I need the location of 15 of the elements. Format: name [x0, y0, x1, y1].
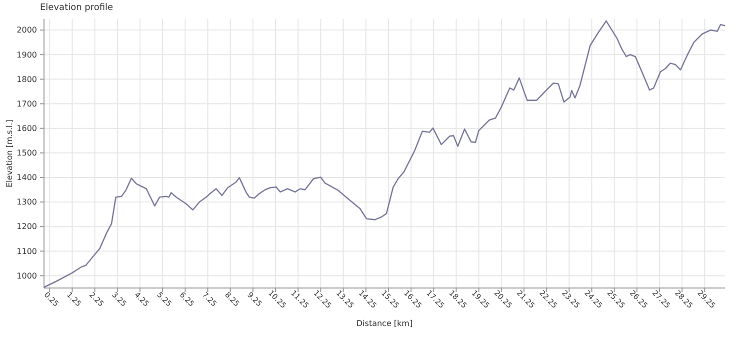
y-tick-label: 1000 [16, 271, 37, 280]
y-tick-label: 1600 [16, 124, 37, 133]
y-tick-label: 1900 [16, 50, 37, 60]
y-tick-label: 1500 [16, 148, 37, 158]
y-tick-label: 1800 [16, 74, 37, 84]
y-axis-title: Elevation [m.s.l.] [5, 120, 14, 188]
line-series [43, 20, 726, 288]
y-tick-label: 2000 [16, 26, 37, 35]
x-axis-title: Distance [km] [356, 319, 413, 328]
y-tick-label: 1700 [16, 99, 37, 108]
chart-title: Elevation profile [40, 3, 114, 13]
y-tick-label: 1400 [16, 173, 37, 182]
y-tick-label: 1100 [16, 246, 37, 256]
y-tick-label: 1300 [16, 198, 37, 207]
y-tick-label: 1200 [16, 222, 37, 232]
